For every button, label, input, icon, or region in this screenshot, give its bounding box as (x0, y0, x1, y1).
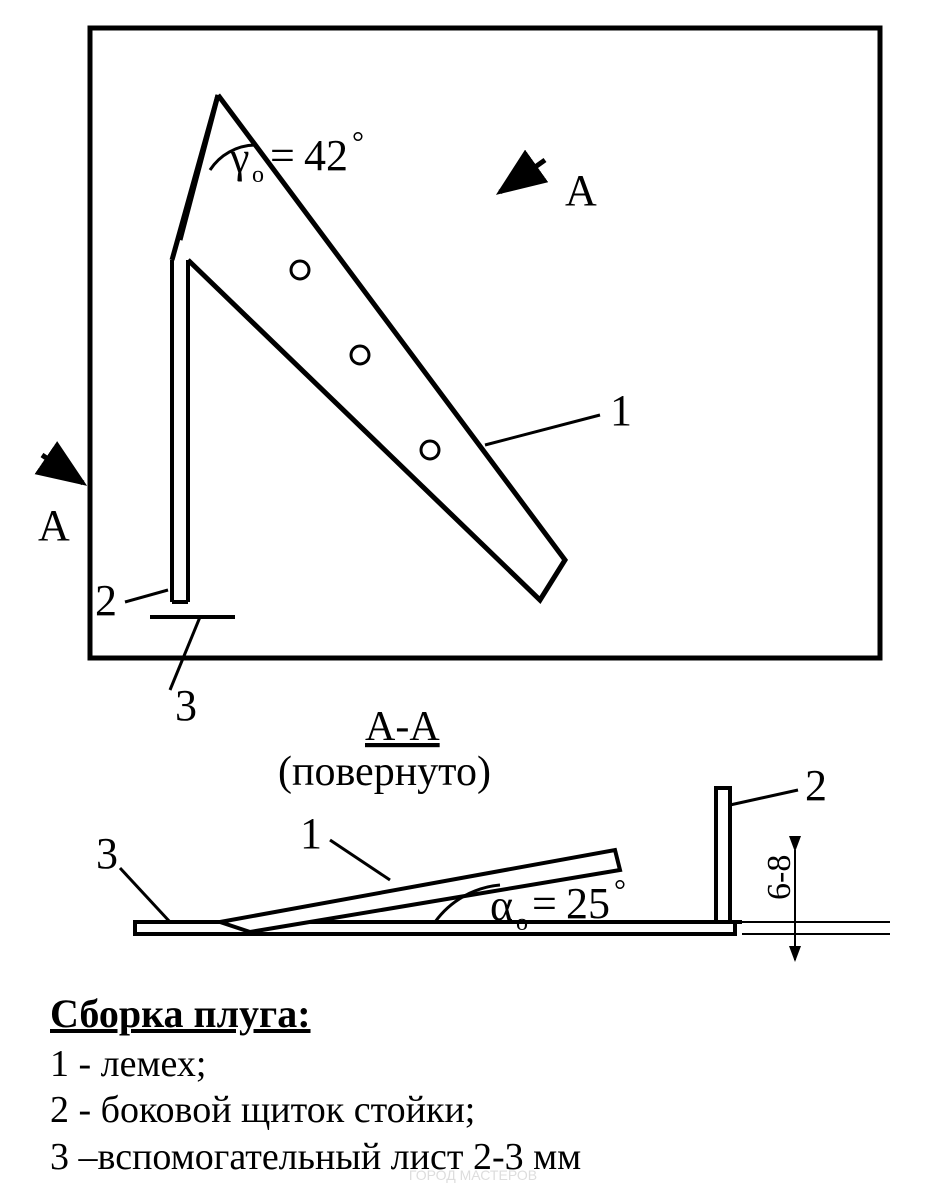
alpha-unit: ° (614, 874, 626, 907)
svg-text:1: 1 (300, 809, 322, 858)
legend-title: Сборка плуга: (50, 990, 581, 1037)
legend-item-3: 3 –вспомогательный лист 2-3 мм (50, 1134, 581, 1180)
svg-text:γ: γ (229, 133, 249, 182)
legend-item-1: 1 - лемех; (50, 1041, 581, 1087)
section-title-2: (повернуто) (278, 749, 491, 795)
gamma-unit: ° (352, 126, 364, 159)
arrow-a-left-label: А (38, 501, 70, 550)
svg-text:1: 1 (610, 386, 632, 435)
svg-text:α: α (490, 881, 513, 930)
legend-item-2: 2 - боковой щиток стойки; (50, 1087, 581, 1133)
svg-text:=: = (270, 131, 295, 180)
legend-block: Сборка плуга: 1 - лемех; 2 - боковой щит… (50, 990, 581, 1180)
svg-text:3: 3 (175, 681, 197, 730)
svg-text:2: 2 (805, 761, 827, 810)
top-view: γ о = 42 ° А А 1 2 3 (38, 28, 880, 730)
svg-text:2: 2 (95, 576, 117, 625)
dim-6-8: 6-8 (761, 855, 798, 900)
svg-text:=: = (532, 879, 557, 928)
arrow-a-right-label: А (565, 166, 597, 215)
svg-text:3: 3 (96, 829, 118, 878)
section-view: А-А (повернуто) α о = 25 ° 1 2 3 (96, 704, 890, 960)
gamma-sub: о (252, 162, 264, 188)
alpha-val: 25 (566, 879, 610, 928)
alpha-sub: о (516, 910, 528, 936)
gamma-val: 42 (304, 131, 348, 180)
section-title-1: А-А (365, 704, 440, 750)
